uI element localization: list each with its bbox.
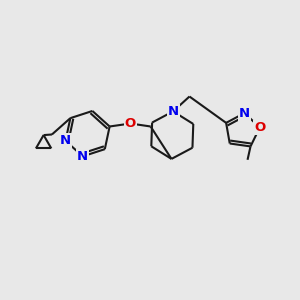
Text: O: O: [254, 121, 265, 134]
Text: N: N: [168, 105, 179, 118]
Text: N: N: [239, 106, 250, 119]
Text: N: N: [77, 150, 88, 163]
Text: O: O: [125, 117, 136, 130]
Text: N: N: [60, 134, 71, 147]
